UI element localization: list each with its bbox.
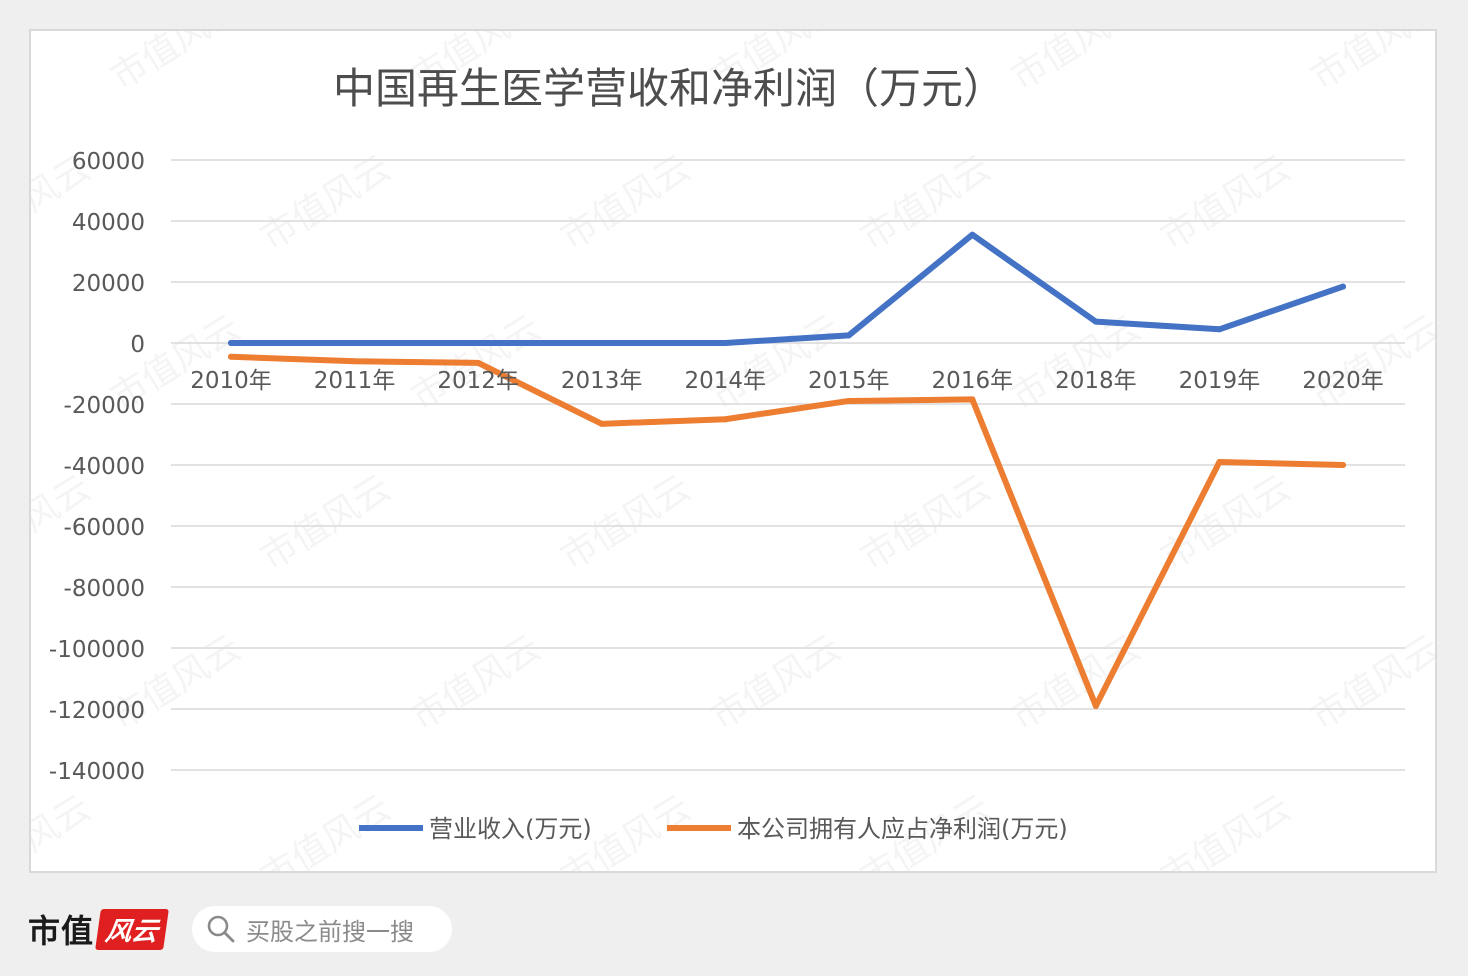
data-point xyxy=(1340,283,1346,290)
x-tick-label: 2019年 xyxy=(1179,368,1261,394)
chart-card: 市值风云 市值风云 市值风云 市值风云 市值风云 市值风云 市值风云 市值风云 市值风云 市值风云… xyxy=(29,29,1437,873)
x-tick-label: 2020年 xyxy=(1302,368,1384,394)
watermark-text: 市值风云 xyxy=(104,31,248,99)
legend-label: 营业收入(万元) xyxy=(429,815,592,843)
data-point xyxy=(845,332,852,339)
data-point xyxy=(969,231,976,238)
watermark-text: 市值风云 xyxy=(554,468,698,579)
data-point xyxy=(845,397,852,404)
watermark-text: 市值风云 xyxy=(1154,788,1298,871)
y-tick-label: -80000 xyxy=(64,576,145,602)
brand-logo[interactable]: 市值 风云 xyxy=(28,906,169,952)
brand-name: 市值 xyxy=(28,912,95,950)
series-layer xyxy=(228,231,1346,709)
watermark-text: 市值风云 xyxy=(554,148,698,259)
y-tick-label: 40000 xyxy=(72,210,145,236)
series-line-2 xyxy=(228,353,1346,709)
watermark-text: 市值风云 xyxy=(1304,308,1435,419)
y-tick-label: -140000 xyxy=(49,759,145,785)
x-tick-label: 2013年 xyxy=(561,368,643,394)
x-tick-label: 2014年 xyxy=(684,368,766,394)
x-tick-label: 2011年 xyxy=(314,368,396,394)
watermark-text: 市值风云 xyxy=(404,628,548,739)
y-tick-label: 20000 xyxy=(72,271,145,297)
data-point xyxy=(598,420,605,427)
data-point xyxy=(1092,702,1099,709)
x-tick-label: 2012年 xyxy=(437,368,519,394)
data-point xyxy=(969,396,976,403)
y-tick-label: -100000 xyxy=(49,637,145,663)
y-tick-label: -20000 xyxy=(64,393,145,419)
y-tick-label: -120000 xyxy=(49,698,145,724)
watermark-text: 市值风云 xyxy=(1154,468,1298,579)
watermark-text: 市值风云 xyxy=(254,468,398,579)
data-point xyxy=(722,340,729,346)
watermark-text: 市值风云 xyxy=(1304,628,1435,739)
x-tick-label: 2018年 xyxy=(1055,368,1137,394)
data-point xyxy=(1216,458,1223,465)
search-box[interactable]: 买股之前搜一搜 xyxy=(192,906,452,952)
data-point xyxy=(1092,318,1099,325)
chart-title: 中国再生医学营收和净利润（万元） xyxy=(333,64,1005,113)
data-point xyxy=(351,340,358,346)
series-line-1 xyxy=(228,231,1346,346)
brand-badge: 风云 xyxy=(95,908,169,950)
legend-label: 本公司拥有人应占净利润(万元) xyxy=(737,815,1068,843)
data-point xyxy=(1216,326,1223,333)
grid-lines xyxy=(171,159,1405,771)
search-icon xyxy=(207,915,235,943)
data-point xyxy=(228,353,234,360)
data-point xyxy=(351,358,358,365)
data-point xyxy=(228,340,234,346)
x-axis: 2010年 2011年 2012年 2013年 2014年 2015年 2016年 2018年… xyxy=(190,368,1384,394)
y-tick-label: -60000 xyxy=(64,515,145,541)
data-point xyxy=(475,359,482,366)
data-point xyxy=(722,416,729,423)
y-tick-label: -40000 xyxy=(64,454,145,480)
y-axis: 60000 40000 20000 0 -20000 -40000 -60000 -80000… xyxy=(49,149,145,785)
x-tick-label: 2015年 xyxy=(808,368,890,394)
watermark-text: 市值风云 xyxy=(31,788,98,871)
y-tick-label: 60000 xyxy=(72,149,145,175)
x-tick-label: 2016年 xyxy=(932,368,1014,394)
watermark-text: 市值风云 xyxy=(704,628,848,739)
legend: 营业收入(万元) 本公司拥有人应占净利润(万元) xyxy=(359,815,1068,843)
search-placeholder: 买股之前搜一搜 xyxy=(246,917,414,946)
data-point xyxy=(1340,462,1346,468)
data-point xyxy=(475,340,482,346)
data-point xyxy=(598,340,605,346)
watermark-text: 市值风云 xyxy=(854,468,998,579)
watermark-text: 市值风云 xyxy=(854,148,998,259)
y-tick-label: 0 xyxy=(130,332,145,358)
watermark-text: 市值风云 xyxy=(1154,148,1298,259)
watermark-text: 市值风云 xyxy=(1304,31,1435,99)
x-tick-label: 2010年 xyxy=(190,368,272,394)
watermark-text: 市值风云 xyxy=(1004,31,1148,99)
watermark-text: 市值风云 xyxy=(254,148,398,259)
